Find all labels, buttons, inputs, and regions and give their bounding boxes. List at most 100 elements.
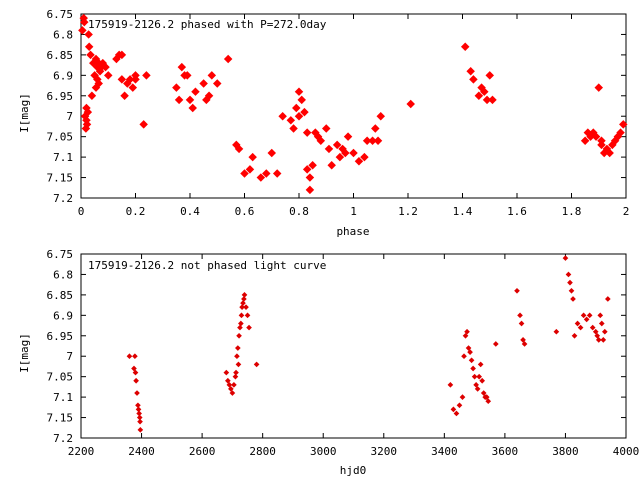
phased-data-point bbox=[354, 156, 364, 166]
unphased-data-point bbox=[231, 382, 237, 388]
unphased-y-axis-label: I[mag] bbox=[18, 333, 31, 373]
phased-data-point bbox=[300, 107, 309, 117]
unphased-data-point bbox=[485, 398, 492, 405]
unphased-data-point bbox=[235, 345, 241, 351]
unphased-data-point bbox=[239, 304, 245, 310]
unphased-x-tick-label: 4000 bbox=[613, 445, 640, 458]
unphased-data-point bbox=[595, 337, 602, 343]
phased-data-point bbox=[262, 169, 271, 178]
unphased-data-point bbox=[479, 377, 486, 384]
phased-data-point bbox=[83, 107, 93, 117]
phased-x-tick-label: 1.2 bbox=[398, 205, 418, 218]
unphased-data-point bbox=[136, 410, 142, 417]
phased-data-point bbox=[360, 152, 369, 162]
phased-data-point bbox=[466, 67, 475, 76]
phased-data-point bbox=[594, 83, 603, 92]
phased-data-point bbox=[172, 83, 181, 92]
phased-data-point bbox=[406, 99, 415, 109]
unphased-plot-frame bbox=[80, 253, 627, 439]
phased-data-point bbox=[488, 95, 497, 105]
phased-data-point bbox=[101, 62, 110, 72]
phased-data-point bbox=[256, 173, 266, 182]
unphased-data-point bbox=[240, 300, 246, 306]
unphased-data-point bbox=[492, 341, 499, 347]
phased-x-tick-label: 0.8 bbox=[289, 205, 309, 218]
unphased-x-tick-label: 3800 bbox=[552, 445, 579, 458]
phased-data-point bbox=[316, 136, 326, 145]
phased-plot-title: 175919-2126.2 phased with P=272.0day bbox=[88, 18, 327, 31]
unphased-data-point bbox=[468, 357, 475, 364]
phased-x-tick-label: 1 bbox=[350, 205, 357, 218]
phased-data-point bbox=[131, 75, 140, 84]
unphased-data-point bbox=[223, 369, 230, 376]
unphased-data-point bbox=[574, 320, 581, 327]
unphased-data-point bbox=[570, 296, 576, 302]
unphased-y-tick-label: 6.8 bbox=[53, 268, 73, 281]
unphased-data-point bbox=[233, 369, 239, 376]
unphased-y-tick-label: 6.9 bbox=[53, 309, 73, 322]
unphased-data-point bbox=[246, 324, 252, 331]
phased-x-tick-label: 1.8 bbox=[562, 205, 582, 218]
unphased-data-point bbox=[577, 324, 584, 331]
phased-data-point bbox=[94, 79, 103, 88]
phased-plot-frame bbox=[80, 13, 627, 199]
unphased-data-point bbox=[135, 406, 142, 413]
phased-data-point bbox=[294, 111, 304, 121]
unphased-data-point bbox=[464, 328, 470, 335]
phased-y-tick-label: 7 bbox=[66, 110, 73, 123]
unphased-y-tick-label: 6.85 bbox=[47, 289, 74, 302]
unphased-plot-title: 175919-2126.2 not phased light curve bbox=[88, 259, 326, 272]
unphased-light-curve-panel: 175919-2126.2 not phased light curve hjd… bbox=[18, 248, 639, 477]
phased-data-point bbox=[139, 120, 148, 129]
unphased-y-tick-label: 7.2 bbox=[53, 432, 73, 445]
unphased-data-point bbox=[134, 390, 140, 396]
unphased-data-point bbox=[137, 426, 144, 433]
unphased-x-tick-label: 2800 bbox=[249, 445, 276, 458]
phased-data-point bbox=[482, 95, 492, 105]
unphased-data-point bbox=[467, 349, 473, 355]
phased-x-tick-label: 1.6 bbox=[507, 205, 527, 218]
phased-data-point bbox=[183, 71, 192, 80]
unphased-y-tick-label: 6.95 bbox=[47, 330, 74, 343]
unphased-data-point bbox=[600, 337, 607, 343]
phased-x-tick-label: 0.6 bbox=[235, 205, 255, 218]
unphased-y-tick-label: 7.1 bbox=[53, 391, 73, 404]
unphased-data-point bbox=[453, 410, 460, 417]
unphased-data-point bbox=[565, 271, 572, 278]
phased-data-point bbox=[332, 140, 342, 150]
phased-data-point bbox=[376, 111, 385, 121]
phased-data-point bbox=[302, 165, 312, 174]
phased-data-point bbox=[240, 169, 249, 178]
unphased-data-point bbox=[459, 394, 466, 400]
phased-data-point bbox=[305, 185, 315, 195]
phased-y-tick-label: 7.05 bbox=[47, 131, 74, 144]
phased-y-tick-label: 7.15 bbox=[47, 172, 74, 185]
unphased-x-axis-label: hjd0 bbox=[340, 464, 367, 477]
phased-data-point bbox=[324, 144, 334, 154]
phased-data-point bbox=[480, 87, 489, 96]
phased-light-curve-panel: 175919-2126.2 phased with P=272.0day pha… bbox=[18, 8, 629, 238]
phased-y-tick-label: 6.95 bbox=[47, 90, 74, 103]
unphased-y-tick-label: 7 bbox=[66, 350, 73, 363]
phased-x-tick-label: 0 bbox=[78, 205, 85, 218]
unphased-y-tick-label: 7.15 bbox=[47, 412, 74, 425]
phased-data-point bbox=[278, 111, 287, 121]
phased-data-point bbox=[191, 87, 200, 96]
phased-data-point bbox=[349, 148, 358, 158]
phased-data-point bbox=[82, 120, 92, 129]
phased-data-point bbox=[308, 161, 317, 170]
phased-data-point bbox=[223, 54, 233, 64]
phased-x-tick-label: 2 bbox=[623, 205, 630, 218]
phased-data-point bbox=[294, 87, 304, 96]
unphased-data-point bbox=[471, 373, 478, 380]
unphased-data-point bbox=[456, 402, 463, 409]
phased-data-point bbox=[371, 124, 380, 133]
unphased-data-point bbox=[470, 365, 476, 372]
phased-data-point bbox=[204, 91, 214, 101]
unphased-data-point bbox=[518, 320, 525, 327]
phased-x-tick-label: 1.4 bbox=[453, 205, 473, 218]
unphased-data-point bbox=[126, 353, 133, 360]
unphased-data-point bbox=[235, 361, 242, 368]
unphased-data-point bbox=[234, 353, 240, 360]
phased-data-point bbox=[87, 91, 97, 101]
